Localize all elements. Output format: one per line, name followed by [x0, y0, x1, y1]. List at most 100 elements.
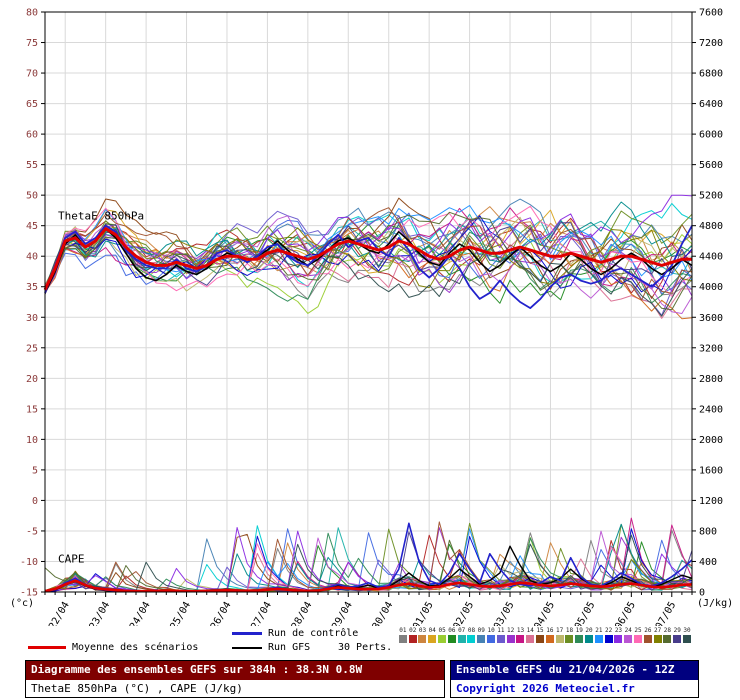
pert-color-swatch — [496, 635, 505, 643]
pert-color-swatch — [614, 635, 623, 643]
pert-color-swatch — [643, 635, 652, 643]
svg-text:0: 0 — [32, 496, 38, 507]
svg-text:-10: -10 — [20, 557, 38, 568]
svg-text:7200: 7200 — [699, 38, 723, 49]
svg-text:70: 70 — [26, 69, 38, 80]
x-tick-label: 27/04 — [249, 600, 274, 626]
pert-color-swatch — [487, 635, 496, 643]
pert-color-swatch — [663, 635, 672, 643]
pert-number: 27 — [654, 627, 662, 634]
chart-info-box: Diagramme des ensembles GEFS sur 384h : … — [25, 660, 445, 698]
svg-text:3200: 3200 — [699, 343, 723, 354]
pert-number: 20 — [585, 627, 593, 634]
pert-column: 17 — [555, 627, 565, 643]
pert-number: 03 — [418, 627, 427, 634]
gfs-label: Run GFS — [268, 642, 311, 653]
pert-column: 22 — [604, 627, 614, 643]
gfs-line-swatch — [232, 646, 262, 649]
pert-color-swatch — [418, 635, 427, 643]
pert-column: 28 — [663, 627, 673, 643]
pert-number: 10 — [487, 627, 495, 634]
x-tick-label: 23/04 — [88, 600, 113, 626]
svg-text:2000: 2000 — [699, 435, 723, 446]
svg-text:-15: -15 — [20, 588, 38, 599]
x-axis-date-labels: 22/04 23/04 24/04 25/04 26/04 27/04 28/04 29/04… — [47, 600, 678, 626]
x-tick-label: 26/04 — [209, 600, 234, 626]
svg-text:15: 15 — [26, 404, 38, 415]
svg-text:80: 80 — [26, 8, 38, 19]
pert-color-swatch — [555, 635, 564, 643]
pert-color-swatch — [536, 635, 545, 643]
pert-number: 22 — [605, 627, 613, 634]
pert-color-swatch — [575, 635, 584, 643]
pert-column: 26 — [643, 627, 653, 643]
pert-column: 14 — [525, 627, 535, 643]
svg-text:55: 55 — [26, 160, 38, 171]
pert-color-swatch — [585, 635, 594, 643]
control-line-swatch — [232, 632, 262, 635]
x-tick-label: 03/05 — [492, 600, 517, 626]
pert-color-swatch — [653, 635, 662, 643]
x-tick-label: 02/05 — [452, 600, 477, 626]
x-tick-label: 25/04 — [169, 600, 194, 626]
pert-column: 25 — [633, 627, 643, 643]
pert-number: 08 — [467, 627, 476, 634]
svg-text:1200: 1200 — [699, 496, 723, 507]
svg-text:50: 50 — [26, 191, 38, 202]
pert-color-swatch — [428, 635, 437, 643]
pert-color-swatch — [447, 635, 456, 643]
pert-number: 21 — [595, 627, 603, 634]
member-cape-line — [44, 517, 693, 593]
svg-text:7600: 7600 — [699, 8, 723, 19]
svg-text:2400: 2400 — [699, 404, 723, 415]
pert-number: 07 — [458, 627, 466, 634]
pert-column: 01 — [398, 627, 408, 643]
member-thetae-line — [44, 207, 693, 301]
pert-color-swatch — [683, 635, 691, 643]
svg-text:4400: 4400 — [699, 252, 723, 263]
pert-color-swatch — [408, 635, 417, 643]
pert-column: 30 — [682, 627, 692, 643]
run-info-box: Ensemble GEFS du 21/04/2026 - 12Z Copyri… — [450, 660, 699, 698]
pert-color-swatch — [624, 635, 633, 643]
pert-number: 01 — [399, 627, 407, 634]
pert-color-swatch — [634, 635, 643, 643]
pert-color-swatch — [604, 635, 613, 643]
pert-number: 18 — [565, 627, 574, 634]
pert-color-swatch — [457, 635, 466, 643]
pert-column: 08 — [467, 627, 477, 643]
pert-number: 11 — [497, 627, 505, 634]
pert-number: 26 — [644, 627, 652, 634]
mean-line-swatch — [28, 646, 66, 649]
svg-text:3600: 3600 — [699, 313, 723, 324]
pert-number: 12 — [507, 627, 515, 634]
pert-column: 12 — [506, 627, 516, 643]
thetae-series-label: ThetaE 850hPa — [58, 210, 144, 223]
pert-number: 28 — [663, 627, 672, 634]
pert-number: 05 — [438, 627, 446, 634]
svg-text:400: 400 — [699, 557, 717, 568]
svg-text:45: 45 — [26, 221, 38, 232]
mean-thetae-line — [43, 227, 692, 291]
member-cape-line — [44, 541, 693, 593]
pert-column: 21 — [594, 627, 604, 643]
plot-frame — [44, 11, 693, 593]
pert-column: 18 — [565, 627, 575, 643]
pert-color-swatch — [477, 635, 486, 643]
right-axis-unit: (J/kg) — [697, 598, 733, 609]
pert-number: 14 — [526, 627, 534, 634]
pert-color-swatch — [673, 635, 682, 643]
pert-number: 02 — [409, 627, 417, 634]
pert-column: 13 — [516, 627, 526, 643]
svg-text:6000: 6000 — [699, 130, 723, 141]
svg-text:0: 0 — [699, 588, 705, 599]
pert-number: 06 — [448, 627, 456, 634]
perts-label: 30 Perts. — [338, 642, 393, 653]
svg-text:65: 65 — [26, 99, 38, 110]
svg-text:5200: 5200 — [699, 191, 723, 202]
svg-text:4000: 4000 — [699, 282, 723, 293]
mean-label: Moyenne des scénarios — [72, 642, 199, 653]
pert-column: 19 — [574, 627, 584, 643]
pert-legend: 01 02 03 04 05 06 07 08 09 10 11 12 13 14 15 16 17 18 19 20… — [398, 627, 692, 643]
pert-column: 06 — [447, 627, 457, 643]
